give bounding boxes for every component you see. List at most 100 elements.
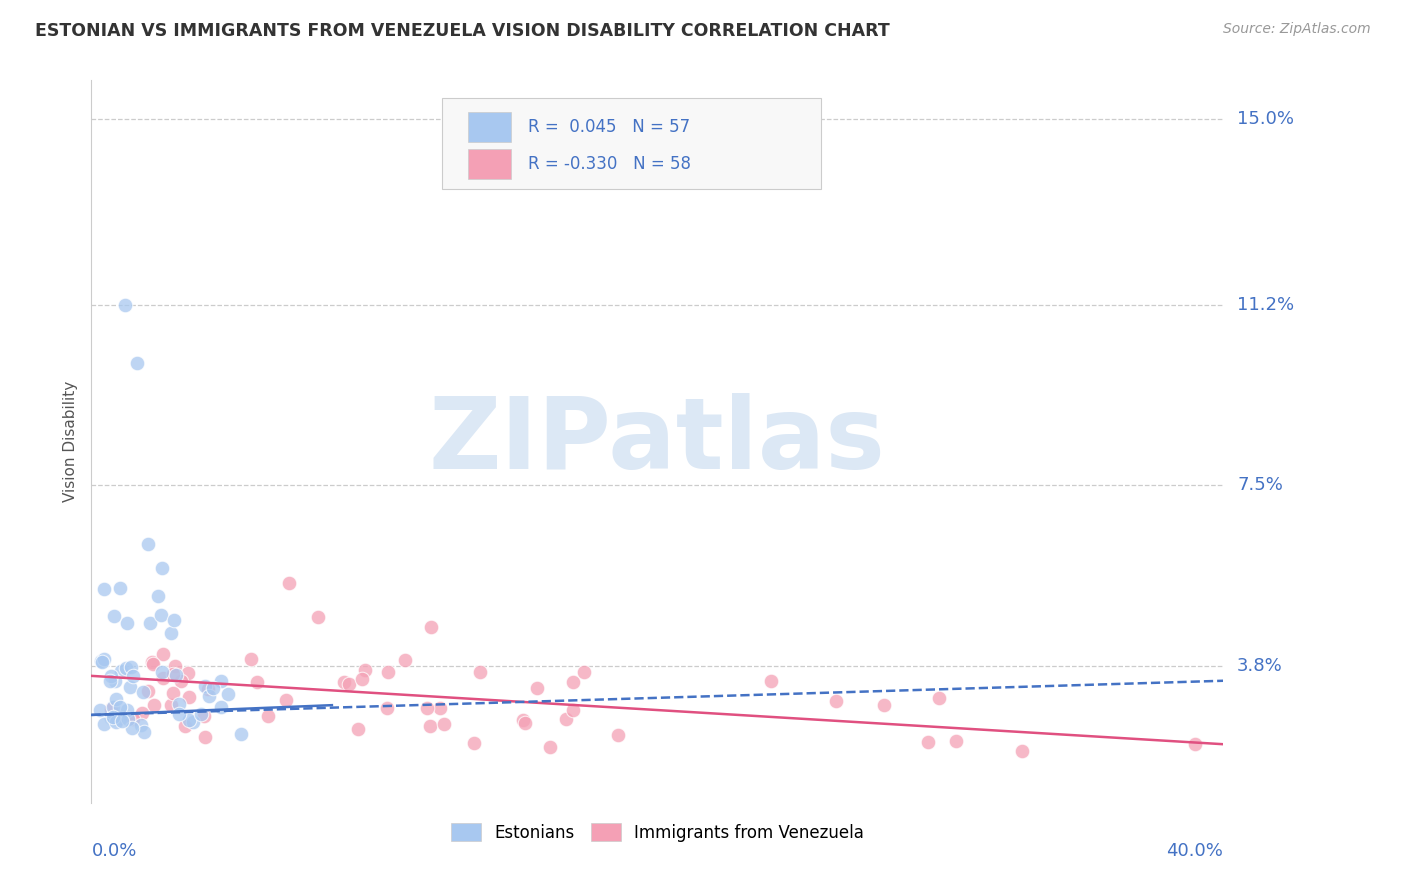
Point — [136, 683, 159, 698]
Point — [152, 665, 174, 680]
Point — [101, 712, 124, 726]
Point — [108, 700, 131, 714]
Point — [433, 716, 456, 731]
Point — [526, 681, 548, 695]
Point — [100, 702, 122, 716]
Point — [115, 702, 138, 716]
FancyBboxPatch shape — [443, 98, 821, 189]
Bar — [468, 149, 512, 179]
Point — [538, 740, 561, 755]
Point — [131, 685, 153, 699]
Point — [100, 669, 122, 683]
Point — [142, 698, 165, 712]
Point — [110, 664, 132, 678]
Point — [1184, 737, 1206, 751]
Point — [872, 698, 894, 713]
Point — [121, 712, 143, 726]
Point — [416, 701, 439, 715]
Point — [229, 726, 252, 740]
Point — [353, 663, 375, 677]
Point — [100, 673, 122, 688]
Point — [167, 697, 190, 711]
Point — [104, 714, 127, 729]
Point — [160, 698, 183, 713]
Point — [101, 710, 124, 724]
Text: 11.2%: 11.2% — [1237, 296, 1295, 314]
Point — [132, 724, 155, 739]
Point — [90, 654, 112, 668]
Point — [150, 608, 173, 623]
Point — [512, 713, 534, 727]
Point — [177, 666, 200, 681]
Point — [141, 655, 163, 669]
Point — [209, 673, 232, 688]
Point — [352, 672, 374, 686]
Point — [239, 652, 262, 666]
Point — [131, 706, 153, 720]
Point — [120, 660, 142, 674]
Point — [167, 706, 190, 721]
Text: R = -0.330   N = 58: R = -0.330 N = 58 — [529, 155, 692, 173]
Y-axis label: Vision Disability: Vision Disability — [63, 381, 79, 502]
Point — [194, 679, 217, 693]
Point — [91, 655, 114, 669]
Point — [142, 657, 165, 672]
Point — [394, 652, 416, 666]
Text: 3.8%: 3.8% — [1237, 657, 1282, 675]
Point — [89, 703, 111, 717]
Point — [928, 691, 950, 706]
Text: R =  0.045   N = 57: R = 0.045 N = 57 — [529, 118, 690, 136]
Point — [136, 537, 159, 551]
Point — [256, 709, 278, 723]
Point — [100, 711, 122, 725]
Point — [162, 686, 184, 700]
Point — [163, 613, 186, 627]
Text: 0.0%: 0.0% — [91, 842, 136, 860]
Point — [115, 660, 138, 674]
Point — [917, 734, 939, 748]
Point — [419, 620, 441, 634]
Point — [375, 701, 398, 715]
Point — [165, 668, 187, 682]
Point — [572, 665, 595, 679]
Point — [562, 703, 585, 717]
Point — [561, 675, 583, 690]
Bar — [468, 112, 512, 142]
Point — [104, 673, 127, 688]
Text: 7.5%: 7.5% — [1237, 476, 1284, 494]
Point — [108, 711, 131, 725]
Point — [162, 667, 184, 681]
Point — [463, 736, 485, 750]
Point — [117, 712, 139, 726]
Point — [193, 709, 215, 723]
Point — [197, 690, 219, 704]
Point — [346, 722, 368, 736]
Point — [159, 626, 181, 640]
Text: 15.0%: 15.0% — [1237, 111, 1294, 128]
Point — [513, 715, 536, 730]
Point — [217, 687, 239, 701]
Point — [146, 589, 169, 603]
Point — [332, 675, 354, 690]
Point — [115, 615, 138, 630]
Point — [246, 675, 269, 690]
Point — [179, 690, 201, 704]
Point — [468, 665, 491, 679]
Point — [190, 706, 212, 721]
Point — [825, 694, 848, 708]
Point — [152, 647, 174, 661]
Point — [108, 581, 131, 595]
Point — [93, 651, 115, 665]
Point — [174, 718, 197, 732]
Text: ZIPatlas: ZIPatlas — [429, 393, 886, 490]
Point — [606, 728, 628, 742]
Point — [419, 719, 441, 733]
Point — [169, 674, 191, 689]
Text: Source: ZipAtlas.com: Source: ZipAtlas.com — [1223, 22, 1371, 37]
Point — [114, 298, 136, 312]
Point — [125, 356, 148, 370]
Point — [193, 730, 215, 744]
Point — [101, 699, 124, 714]
Point — [121, 721, 143, 735]
Point — [555, 712, 578, 726]
